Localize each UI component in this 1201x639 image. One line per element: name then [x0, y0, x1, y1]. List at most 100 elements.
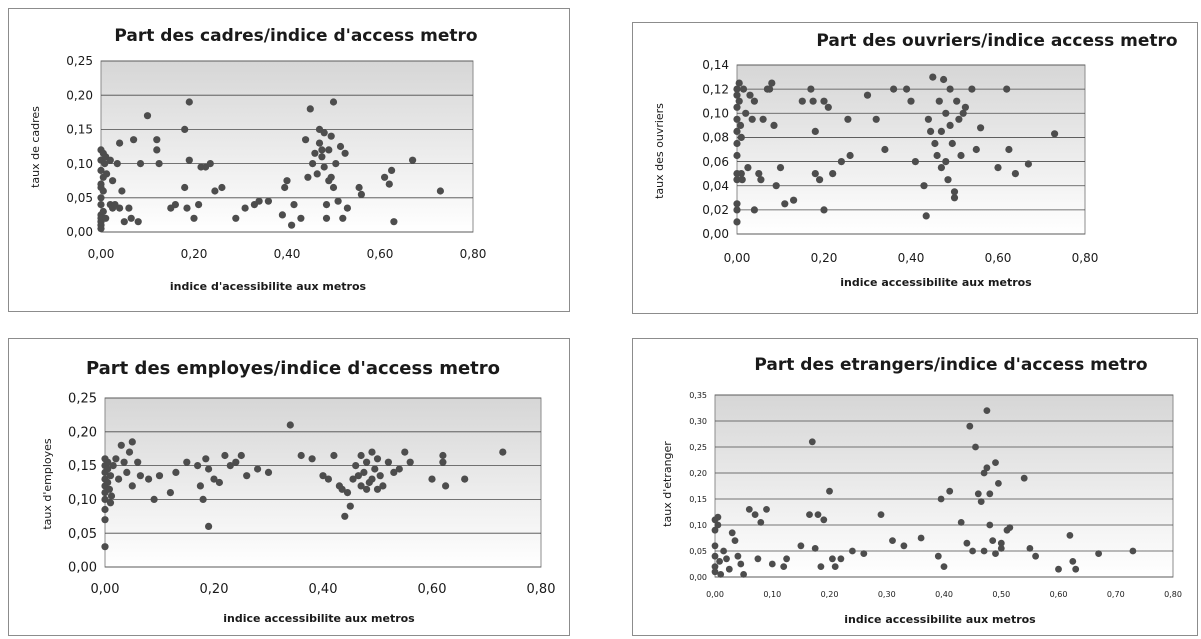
- data-point: [972, 443, 979, 451]
- data-point: [780, 563, 788, 570]
- data-point: [733, 218, 741, 226]
- data-point: [115, 475, 123, 483]
- data-point: [1011, 170, 1019, 178]
- y-tick-label: 0,10: [702, 106, 729, 120]
- data-point: [109, 462, 117, 470]
- data-point: [728, 529, 736, 537]
- data-point: [711, 568, 719, 576]
- data-point: [735, 97, 743, 105]
- data-point: [499, 448, 507, 456]
- data-point: [817, 563, 825, 570]
- y-axis-label: taux des ouvriers: [653, 103, 666, 199]
- data-point: [97, 166, 105, 174]
- data-point: [924, 115, 932, 123]
- data-point: [116, 204, 124, 212]
- data-point: [128, 482, 136, 490]
- data-point: [733, 127, 741, 135]
- data-point: [757, 176, 765, 184]
- data-point: [302, 136, 310, 144]
- data-point: [829, 170, 837, 178]
- data-point: [327, 173, 335, 181]
- data-point: [117, 441, 125, 449]
- data-point: [395, 465, 403, 473]
- data-point: [900, 542, 908, 550]
- data-point: [104, 458, 112, 466]
- data-point: [920, 182, 928, 190]
- data-point: [102, 214, 110, 222]
- data-point: [381, 173, 389, 181]
- data-point: [980, 469, 988, 477]
- data-point: [946, 85, 954, 93]
- data-point: [101, 160, 109, 168]
- data-point: [101, 543, 109, 551]
- data-point: [232, 214, 240, 222]
- data-point: [733, 200, 741, 208]
- data-point: [343, 489, 352, 497]
- data-point: [363, 485, 371, 493]
- data-point: [237, 451, 245, 460]
- data-point: [125, 204, 133, 212]
- data-point: [327, 132, 335, 140]
- data-point: [439, 451, 447, 460]
- data-point: [814, 511, 822, 518]
- data-point: [120, 458, 128, 466]
- plot-area: [104, 397, 542, 568]
- data-point: [992, 459, 999, 466]
- data-point: [959, 109, 967, 117]
- y-tick-label: 0,00: [702, 227, 729, 241]
- data-point: [863, 91, 872, 99]
- data-point: [185, 98, 193, 106]
- x-tick-label: 0,80: [460, 247, 487, 261]
- data-point: [368, 475, 376, 483]
- data-point: [877, 511, 885, 518]
- y-tick-label: 0,15: [66, 123, 93, 137]
- data-point: [308, 455, 316, 463]
- data-point: [974, 490, 982, 498]
- data-point: [763, 506, 770, 513]
- x-tick-label: 0,00: [706, 590, 724, 599]
- data-point: [1129, 547, 1137, 555]
- y-tick-label: 0,00: [66, 225, 93, 239]
- data-point: [241, 204, 249, 212]
- data-point: [890, 85, 898, 93]
- data-point: [103, 170, 111, 178]
- chart-title: Part des cadres/indice d'access metro: [114, 26, 477, 46]
- chart-panel-etrangers: 0,00 0,05 0,10 0,15 0,20 0,25 0,30 0,35 0,00 0,10…: [632, 338, 1198, 636]
- y-axis-label: taux de cadres: [29, 106, 42, 188]
- data-point: [109, 177, 117, 185]
- x-tick-label: 0,60: [418, 582, 447, 597]
- data-point: [711, 542, 719, 550]
- data-point: [768, 79, 776, 87]
- chart-panel-employes: 0,00 0,05 0,10 0,15 0,20 0,25 0,00 0,20 0,40 0,60…: [8, 338, 570, 636]
- data-point: [772, 182, 780, 190]
- data-point: [211, 187, 219, 195]
- data-point: [195, 201, 203, 209]
- data-point: [1095, 550, 1102, 557]
- data-point: [723, 555, 730, 563]
- data-point: [737, 170, 745, 178]
- data-point: [831, 563, 839, 570]
- data-point: [816, 176, 824, 184]
- data-point: [770, 121, 778, 129]
- data-point: [829, 555, 836, 563]
- data-point: [1072, 565, 1080, 573]
- x-tick-label: 0,80: [527, 582, 556, 597]
- plot-area: [714, 394, 1174, 578]
- data-point: [946, 121, 954, 129]
- data-point: [318, 153, 326, 161]
- data-point: [226, 462, 234, 470]
- data-point: [388, 166, 396, 174]
- data-point: [325, 146, 333, 154]
- x-axis-label: indice accessibilite aux metros: [844, 613, 1036, 626]
- data-point: [384, 458, 392, 466]
- y-tick-label: 0,20: [66, 88, 93, 102]
- data-point: [797, 542, 805, 550]
- data-point: [155, 472, 164, 480]
- y-tick-label: 0,05: [68, 527, 97, 542]
- data-point: [929, 73, 937, 81]
- data-point: [346, 502, 354, 510]
- data-point: [917, 534, 925, 542]
- x-tick-label: 0,40: [274, 247, 301, 261]
- y-tick-label: 0,00: [68, 561, 97, 576]
- data-point: [97, 194, 105, 202]
